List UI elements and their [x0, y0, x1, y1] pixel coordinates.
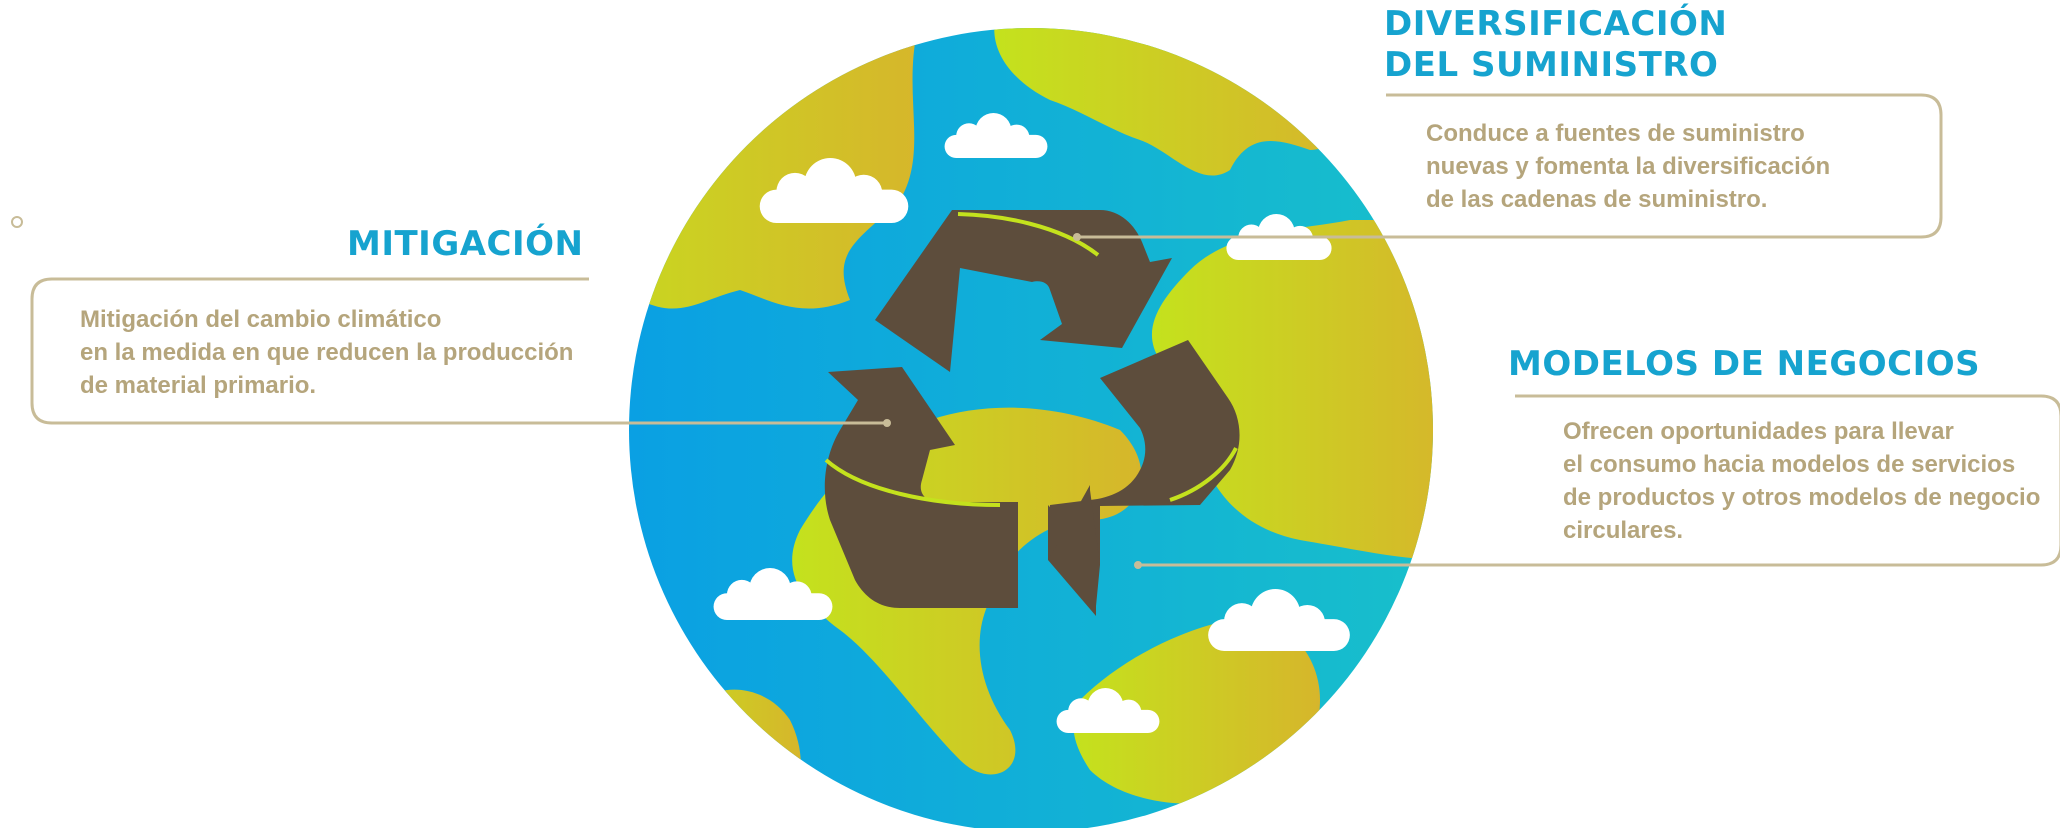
supply-leader-dot — [1073, 233, 1081, 241]
business-title: MODELOS DE NEGOCIOS — [1508, 344, 1981, 384]
mitigation-leader-dot — [883, 419, 891, 427]
supply-line: nuevas y fomenta la diversificación — [1426, 153, 1831, 180]
globe — [629, 28, 1433, 828]
business-frame — [1141, 394, 2060, 567]
callout-frames — [30, 93, 2060, 567]
arrow-highlight-right — [1169, 447, 1238, 502]
business-line: de productos y otros modelos de negocio — [1563, 484, 2041, 511]
business-line: Ofrecen oportunidades para llevar — [1563, 418, 1954, 445]
recycle-arrow-left — [824, 367, 1018, 608]
mitigation-line: de material primario. — [80, 372, 317, 399]
recycle-arrow-bottom — [1048, 485, 1090, 560]
supply-line: Conduce a fuentes de suministro — [1426, 120, 1805, 147]
leader-dots — [883, 233, 1142, 569]
mitigation-description: Mitigación del cambio climático en la me… — [80, 303, 573, 402]
recycle-arrow-top — [875, 210, 1172, 372]
supply-title-line: DIVERSIFICACIÓN — [1384, 4, 1728, 44]
mitigation-line: en la medida en que reducen la producció… — [80, 339, 574, 366]
mitigation-line: Mitigación del cambio climático — [80, 306, 442, 333]
recycling-arrows-icon — [824, 210, 1240, 616]
recycle-arrow-right — [1048, 340, 1240, 565]
mitigation-title: MITIGACIÓN — [347, 224, 584, 264]
business-line: circulares. — [1563, 517, 1684, 544]
continent-bottom-left — [640, 689, 801, 828]
arrow-highlight-left — [824, 458, 1001, 507]
mitigation-frame — [30, 277, 884, 425]
arrow-highlights — [824, 212, 1238, 507]
business-description: Ofrecen oportunidades para llevar el con… — [1563, 415, 2040, 547]
supply-frame — [1079, 93, 1943, 239]
continent-right — [1151, 220, 1433, 560]
arrow-highlight-top — [957, 212, 1100, 257]
business-leader-dot — [1134, 561, 1142, 569]
business-line: el consumo hacia modelos de servicios — [1563, 451, 2016, 478]
recycle-arrow-lower — [1048, 490, 1100, 616]
supply-title: DIVERSIFICACIÓN DEL SUMINISTRO — [1384, 4, 1727, 86]
decorative-dot — [11, 216, 23, 228]
supply-title-line: DEL SUMINISTRO — [1384, 45, 1719, 85]
supply-description: Conduce a fuentes de suministro nuevas y… — [1426, 117, 1830, 216]
supply-line: de las cadenas de suministro. — [1426, 186, 1768, 213]
continent-bottom-right — [1073, 618, 1320, 804]
